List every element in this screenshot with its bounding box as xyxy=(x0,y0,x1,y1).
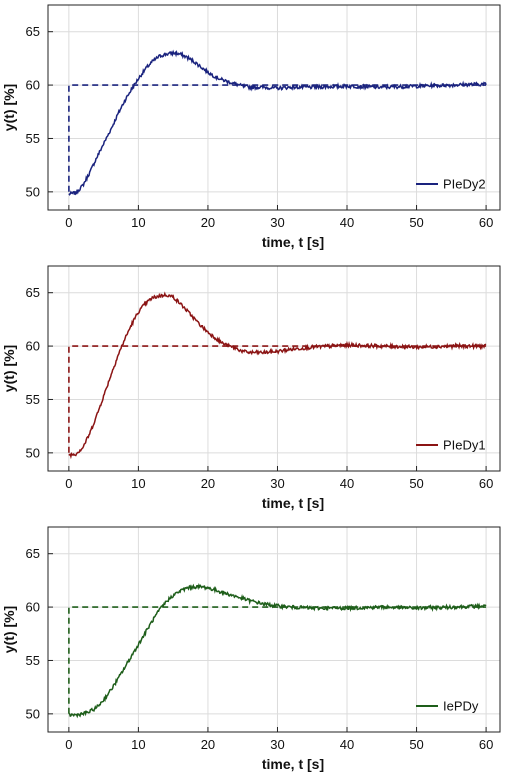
plot-area xyxy=(47,4,501,211)
y-tick-label: 55 xyxy=(26,392,40,407)
response-line xyxy=(68,49,487,196)
x-axis-label: time, t [s] xyxy=(262,234,324,250)
y-axis-label: y(t) [%] xyxy=(1,345,17,392)
y-axis-label: y(t) [%] xyxy=(1,606,17,653)
plot-area xyxy=(47,265,501,472)
y-tick-label: 50 xyxy=(26,706,40,721)
legend-label: PIeDy1 xyxy=(443,438,486,453)
setpoint-line xyxy=(68,84,487,192)
x-tick-label: 30 xyxy=(270,215,284,230)
plot-frame xyxy=(47,4,501,211)
y-tick-label: 60 xyxy=(26,600,40,615)
y-tick-label: 50 xyxy=(26,445,40,460)
plot-frame xyxy=(47,265,501,472)
x-tick-label: 20 xyxy=(201,476,215,491)
x-tick-label: 50 xyxy=(409,737,423,752)
chart-panel-1: 0 10 20 30 40 50 60 50 55 60 65 time, t [s] y(t) [%]… xyxy=(1,4,501,250)
x-tick-label: 50 xyxy=(409,476,423,491)
x-tick-label: 30 xyxy=(270,476,284,491)
setpoint-line xyxy=(68,606,487,714)
response-line xyxy=(68,291,487,460)
x-tick-label: 10 xyxy=(131,476,145,491)
plot-frame xyxy=(47,526,501,733)
y-tick-label: 60 xyxy=(26,339,40,354)
y-tick-label: 65 xyxy=(26,24,40,39)
x-tick-label: 10 xyxy=(131,737,145,752)
x-tick-label: 60 xyxy=(479,476,493,491)
chart-panel-3: 0 10 20 30 40 50 60 50 55 60 65 time, t [s] y(t) [%]… xyxy=(1,526,501,772)
x-tick-label: 20 xyxy=(201,215,215,230)
y-tick-label: 50 xyxy=(26,184,40,199)
x-tick-label: 20 xyxy=(201,737,215,752)
y-tick-label: 65 xyxy=(26,285,40,300)
x-tick-label: 0 xyxy=(65,737,72,752)
chart-panel-2: 0 10 20 30 40 50 60 50 55 60 65 time, t [s] y(t) [%]… xyxy=(1,265,501,511)
y-tick-label: 55 xyxy=(26,653,40,668)
plot-area xyxy=(47,526,501,733)
x-tick-label: 10 xyxy=(131,215,145,230)
x-tick-label: 60 xyxy=(479,215,493,230)
y-tick-label: 60 xyxy=(26,78,40,93)
y-tick-label: 55 xyxy=(26,131,40,146)
x-tick-label: 30 xyxy=(270,737,284,752)
x-tick-label: 40 xyxy=(340,476,354,491)
x-tick-label: 40 xyxy=(340,737,354,752)
legend-label: PIeDy2 xyxy=(443,177,486,192)
x-axis-label: time, t [s] xyxy=(262,756,324,772)
x-tick-label: 0 xyxy=(65,476,72,491)
y-tick-label: 65 xyxy=(26,546,40,561)
legend-label: IePDy xyxy=(443,699,479,714)
setpoint-line xyxy=(68,345,487,453)
x-tick-label: 50 xyxy=(409,215,423,230)
y-axis-label: y(t) [%] xyxy=(1,84,17,131)
x-tick-label: 60 xyxy=(479,737,493,752)
x-axis-label: time, t [s] xyxy=(262,495,324,511)
response-line xyxy=(68,583,487,719)
x-tick-label: 0 xyxy=(65,215,72,230)
x-tick-label: 40 xyxy=(340,215,354,230)
